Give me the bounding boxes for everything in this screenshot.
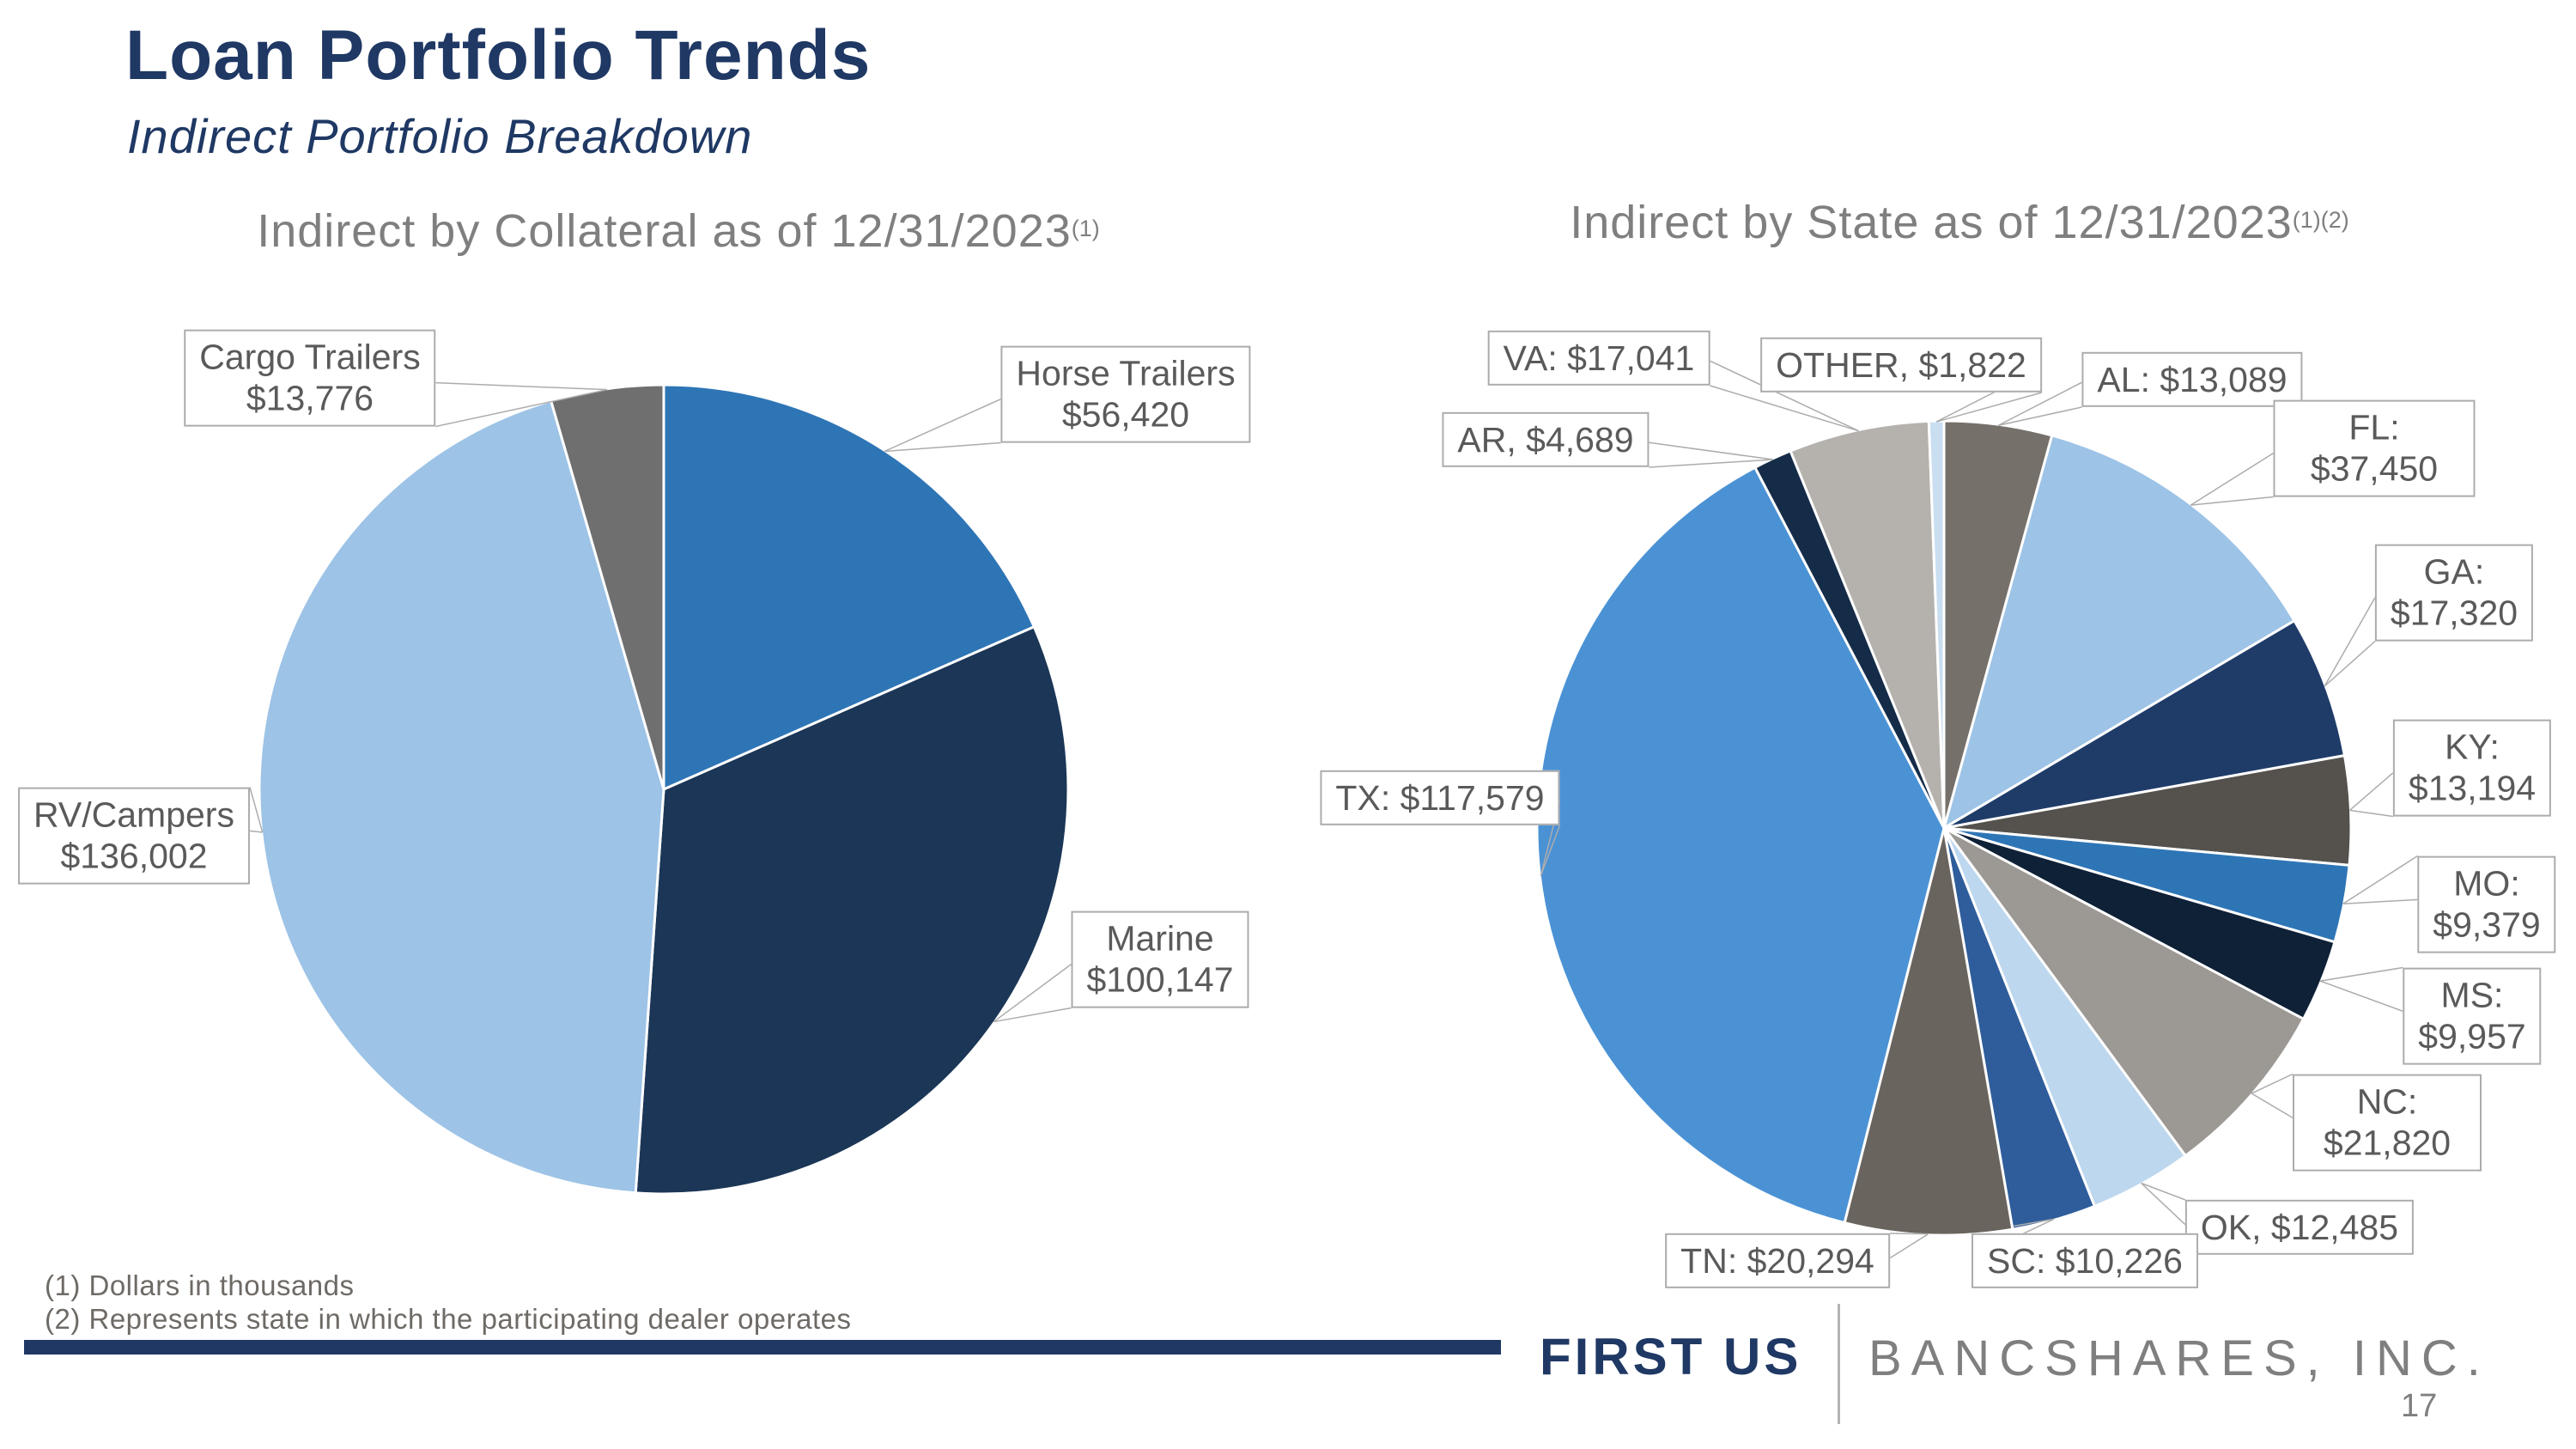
- pie-leader-line: [2141, 1182, 2186, 1226]
- pie-leader-line: [249, 830, 263, 833]
- pie-leader-line: [2349, 809, 2394, 818]
- pie-leader-line: [2342, 855, 2418, 904]
- pie-leader-line: [884, 441, 1001, 453]
- pie-callout-tx: TX: $117,579: [1320, 770, 1560, 826]
- pie-leader-line: [1649, 459, 1773, 468]
- pie-leader-line: [2251, 1073, 2293, 1094]
- pie-slice-va: [1789, 419, 1946, 830]
- logo-first-us: FIRST US: [1540, 1328, 1802, 1385]
- footnote-2: (2) Represents state in which the partic…: [45, 1303, 852, 1335]
- chart-title-state-footref: (1)(2): [2292, 207, 2349, 234]
- pie-callout-ky: KY: $13,194: [2392, 719, 2552, 817]
- pie-leader-line: [1889, 1233, 1929, 1235]
- pie-callout-ga: GA: $17,320: [2374, 544, 2534, 642]
- chart-title-collateral-footref: (1): [1071, 216, 1100, 242]
- pie-callout-sc: SC: $10,226: [1971, 1233, 2198, 1289]
- page-number: 17: [2401, 1388, 2438, 1424]
- pie-leader-line: [993, 1007, 1072, 1023]
- pie-leader-line: [993, 964, 1072, 1023]
- pie-callout-fl: FL: $37,450: [2273, 399, 2476, 497]
- footnote-1: (1) Dollars in thousands: [45, 1269, 355, 1301]
- pie-leader-line: [2324, 597, 2376, 687]
- chart-title-collateral: Indirect by Collateral as of 12/31/2023(…: [257, 204, 1100, 258]
- pie-slice-cargo-trailers: [550, 383, 665, 791]
- page-subtitle: Indirect Portfolio Breakdown: [127, 109, 753, 163]
- pie-leader-line: [2141, 1182, 2186, 1201]
- pie-callout-rv-campers: RV/Campers $136,002: [18, 787, 250, 885]
- pie-callout-other: OTHER, $1,822: [1760, 337, 2042, 393]
- pie-leader-line: [1710, 385, 1859, 432]
- pie-callout-nc: NC: $21,820: [2293, 1074, 2482, 1172]
- pie-leader-line: [1935, 392, 2043, 423]
- pie-leader-line: [1649, 441, 1773, 460]
- pie-leader-line: [2342, 898, 2418, 905]
- chart-title-state: Indirect by State as of 12/31/2023(1)(2): [1570, 196, 2349, 249]
- brand-divider-bar: [24, 1340, 1501, 1355]
- pie-leader-line: [2190, 496, 2274, 506]
- pie-leader-line: [2349, 772, 2394, 811]
- logo-bancshares: BANCSHARES, INC.: [1868, 1330, 2490, 1386]
- pie-leader-line: [2320, 966, 2403, 982]
- chart-title-state-text: Indirect by State as of 12/31/2023: [1570, 197, 2293, 248]
- pie-leader-line: [884, 398, 1001, 453]
- pie-callout-marine: Marine $100,147: [1071, 910, 1249, 1008]
- pie-slice-other: [1927, 419, 1946, 830]
- pie-slice-tn: [1843, 826, 2014, 1237]
- pie-leader-line: [2324, 640, 2376, 687]
- pie-callout-ms: MS: $9,957: [2403, 967, 2542, 1065]
- pie-leader-line: [1997, 381, 2082, 426]
- pie-leader-line: [435, 388, 607, 428]
- pie-leader-line: [1540, 825, 1561, 876]
- pie-leader-line: [2190, 453, 2274, 506]
- pie-leader-line: [1889, 1233, 1929, 1259]
- pie-leader-line: [1998, 406, 2082, 426]
- pie-leader-line: [2319, 980, 2403, 1013]
- chart-title-collateral-text: Indirect by Collateral as of 12/31/2023: [257, 205, 1072, 257]
- pie-callout-tn: TN: $20,294: [1665, 1233, 1890, 1289]
- pie-callout-mo: MO: $9,379: [2417, 855, 2556, 953]
- pie-callout-ar: AR, $4,689: [1442, 411, 1649, 468]
- page-title: Loan Portfolio Trends: [125, 16, 872, 94]
- pie-slice-tx: [1535, 466, 1946, 1225]
- pie-callout-horse-trailers: Horse Trailers $56,420: [1000, 345, 1251, 443]
- pie-callout-cargo-trailers: Cargo Trailers $13,776: [184, 329, 436, 427]
- pie-leader-line: [1710, 360, 1859, 432]
- pie-callout-ok: OK, $12,485: [2184, 1199, 2415, 1256]
- pie-leader-line: [249, 787, 264, 833]
- pie-leader-line: [435, 381, 607, 391]
- pie-leader-line: [2251, 1093, 2293, 1118]
- logo-divider-line: [1838, 1304, 1840, 1424]
- pie-callout-al: AL: $13,089: [2081, 351, 2303, 408]
- pie-callout-va: VA: $17,041: [1487, 330, 1710, 387]
